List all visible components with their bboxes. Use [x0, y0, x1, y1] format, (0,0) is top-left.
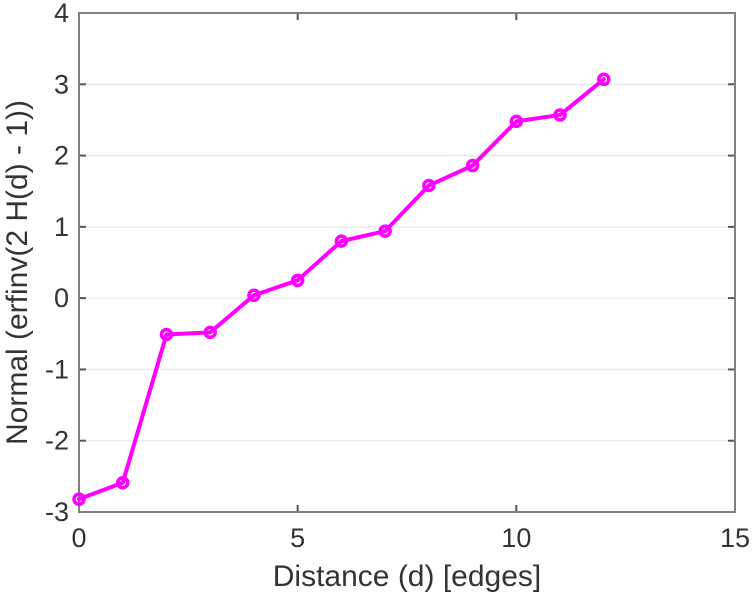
x-tick-label: 0: [71, 523, 86, 553]
data-point-marker: [509, 114, 524, 129]
plot-border: [78, 12, 736, 513]
tick-labels: 0 5 10 15 -3 -2 -1 0 1 2 3 4: [45, 0, 750, 553]
x-axis-label: Distance (d) [edges]: [273, 560, 541, 593]
data-point-marker: [203, 325, 217, 340]
y-axis-label: Normal (erfinv(2 H(d) - 1)): [1, 100, 34, 445]
data-point-marker: [465, 158, 480, 173]
data-point-marker: [553, 108, 567, 122]
data-point-marker: [597, 72, 611, 87]
data-point-marker: [290, 273, 305, 288]
y-tick-label: 0: [54, 283, 69, 313]
data-point-marker: [159, 327, 174, 342]
y-tick-label: 3: [54, 69, 69, 99]
y-tick-label: 2: [54, 141, 69, 171]
data-point-marker: [334, 234, 349, 248]
data-point-marker: [378, 224, 392, 238]
x-tick-label: 15: [720, 523, 750, 553]
y-tick-label: -3: [45, 497, 69, 527]
x-tick-label: 10: [501, 523, 531, 553]
x-tick-label: 5: [290, 523, 305, 553]
data-series: [72, 72, 611, 506]
data-point-marker: [115, 476, 130, 490]
data-point-marker: [422, 178, 436, 193]
y-tick-label: 4: [54, 0, 69, 28]
axis-ticks: [78, 12, 736, 513]
y-tick-label: 1: [54, 212, 69, 242]
data-point-marker: [247, 288, 261, 303]
y-tick-label: -2: [45, 426, 69, 456]
data-point-marker: [72, 492, 86, 506]
y-tick-label: -1: [45, 354, 69, 384]
grid-lines: [79, 83, 735, 442]
data-line: [77, 77, 606, 502]
